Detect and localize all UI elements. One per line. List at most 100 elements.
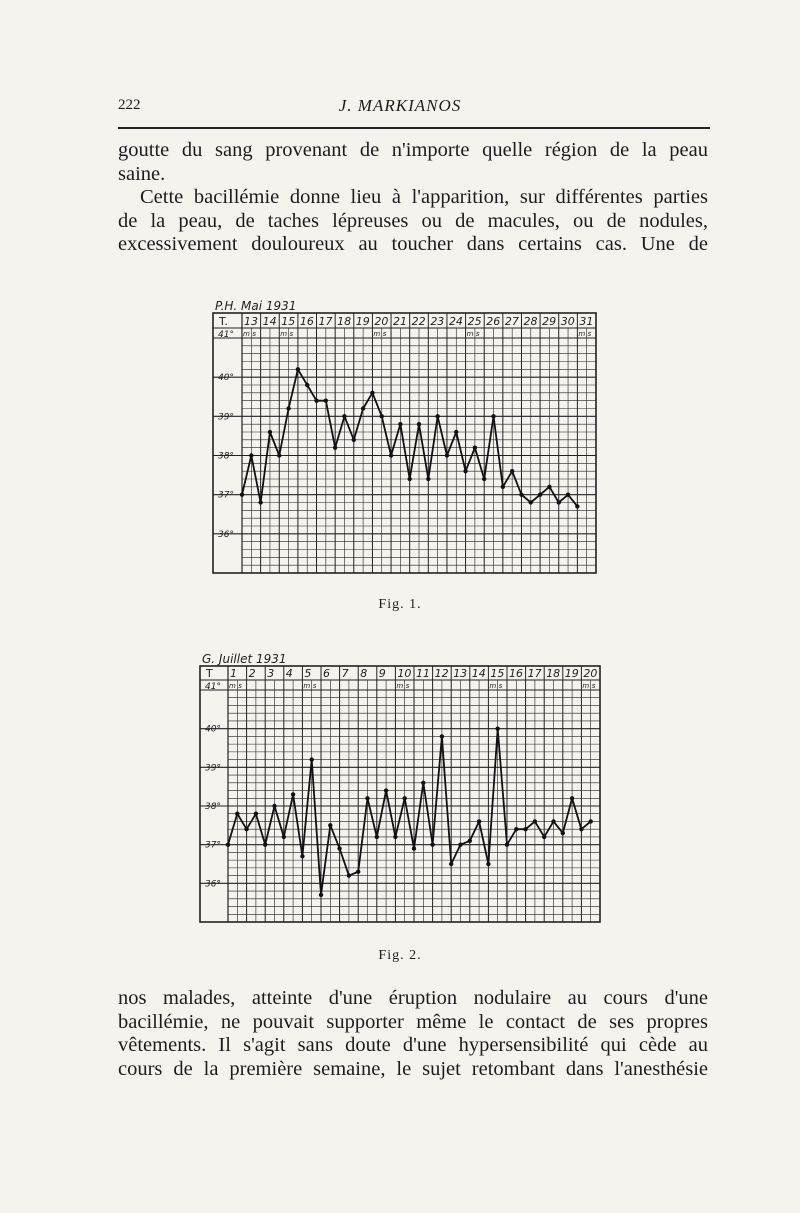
day-label: 28 <box>523 315 537 328</box>
temperature-point <box>519 492 524 497</box>
temperature-point <box>305 382 310 388</box>
day-label: 14 <box>263 315 277 328</box>
evening-label: s <box>406 682 410 690</box>
temperature-point <box>351 437 356 443</box>
temperature-point <box>235 811 240 816</box>
temperature-point <box>569 796 575 801</box>
temperature-point <box>491 414 496 419</box>
running-head: J. MARKIANOS <box>338 96 462 115</box>
evening-label: s <box>238 682 242 690</box>
evening-label: s <box>252 330 256 338</box>
temperature-point <box>551 819 556 824</box>
temperature-point <box>370 390 375 396</box>
y-tick-label: 36° <box>218 530 234 540</box>
temperature-point <box>495 726 500 731</box>
evening-label: s <box>313 682 317 690</box>
temperature-point <box>244 827 249 832</box>
y-tick-label: 38° <box>205 802 221 812</box>
temperature-point <box>588 819 593 824</box>
morning-label: m <box>582 682 589 690</box>
morning-label: m <box>280 330 287 338</box>
temperature-point <box>472 445 478 450</box>
temperature-point <box>388 453 394 458</box>
chart-title: G. Juillet 1931 <box>202 652 287 666</box>
day-label: 20 <box>374 315 388 328</box>
temperature-point <box>486 861 491 867</box>
day-label: 18 <box>337 315 351 328</box>
temperature-point <box>444 453 450 458</box>
temperature-point <box>314 398 319 403</box>
day-label: 30 <box>561 315 575 328</box>
day-label: 21 <box>393 315 407 328</box>
text-line: excessivement douloureux au toucher dans… <box>118 233 708 256</box>
day-label: 29 <box>542 315 556 328</box>
temperature-point <box>239 492 245 497</box>
temperature-point <box>249 453 254 458</box>
day-label: 27 <box>505 315 519 328</box>
temperature-point <box>337 846 342 851</box>
morning-label: m <box>373 330 380 338</box>
morning-label: m <box>396 682 403 690</box>
temperature-point <box>290 792 296 797</box>
temperature-point <box>225 842 231 847</box>
day-label: 3 <box>267 667 274 680</box>
day-label: 1 <box>230 667 237 680</box>
text-line: de la peau, de taches lépreuses ou de ma… <box>118 209 708 232</box>
evening-label: s <box>592 682 596 690</box>
temperature-point <box>407 476 412 482</box>
day-label: 13 <box>244 315 258 328</box>
temperature-point <box>281 834 286 840</box>
page-number: 222 <box>118 97 141 113</box>
morning-label: m <box>467 330 474 338</box>
text-line: goutte du sang provenant de n'importe qu… <box>118 139 708 161</box>
y-tick-label: 38° <box>218 452 234 462</box>
evening-label: s <box>588 330 592 338</box>
y-tick-label: 37° <box>205 841 221 851</box>
temperature-point <box>565 492 571 497</box>
day-label: 11 <box>416 667 430 680</box>
y-tick-label: 41° <box>205 682 221 692</box>
morning-label: m <box>303 682 310 690</box>
temperature-point <box>523 827 528 832</box>
evening-label: s <box>499 682 503 690</box>
temperature-point <box>430 842 435 847</box>
temperature-point <box>537 492 543 497</box>
temperature-point <box>300 854 305 859</box>
day-label: 12 <box>435 667 449 680</box>
temperature-point <box>346 873 352 878</box>
figure-caption-1: Fig. 1. <box>378 597 422 612</box>
day-label: 13 <box>453 667 467 680</box>
day-label: 5 <box>304 667 311 680</box>
temperature-point <box>560 830 565 836</box>
temperature-point <box>286 406 291 411</box>
temperature-point <box>258 500 263 505</box>
temperature-point <box>435 414 440 419</box>
temperature-point <box>439 734 445 739</box>
temperature-point <box>356 869 361 874</box>
chart-title: P.H. Mai 1931 <box>215 299 296 313</box>
temperature-point <box>482 476 487 482</box>
temperature-point <box>421 780 426 785</box>
figure-caption-2: Fig. 2. <box>378 948 422 963</box>
temperature-point <box>402 796 407 801</box>
temperature-point <box>295 367 301 372</box>
day-label: 19 <box>356 315 370 328</box>
temperature-point <box>360 406 366 411</box>
temperature-point <box>454 429 459 435</box>
day-label: 15 <box>281 315 295 328</box>
temperature-point <box>542 834 547 840</box>
header-rule <box>118 127 710 129</box>
temperature-point <box>547 484 552 490</box>
morning-label: m <box>578 330 585 338</box>
text-line: cours de la première semaine, le sujet r… <box>118 1057 708 1080</box>
temperature-point <box>504 842 510 847</box>
day-label: 14 <box>472 667 486 680</box>
day-label: 25 <box>468 315 482 328</box>
day-label: 22 <box>412 315 426 328</box>
temperature-point <box>263 842 268 847</box>
temperature-point <box>342 414 347 419</box>
day-label: 19 <box>565 667 579 680</box>
y-tick-label: 39° <box>205 763 221 773</box>
temperature-point <box>379 414 384 419</box>
